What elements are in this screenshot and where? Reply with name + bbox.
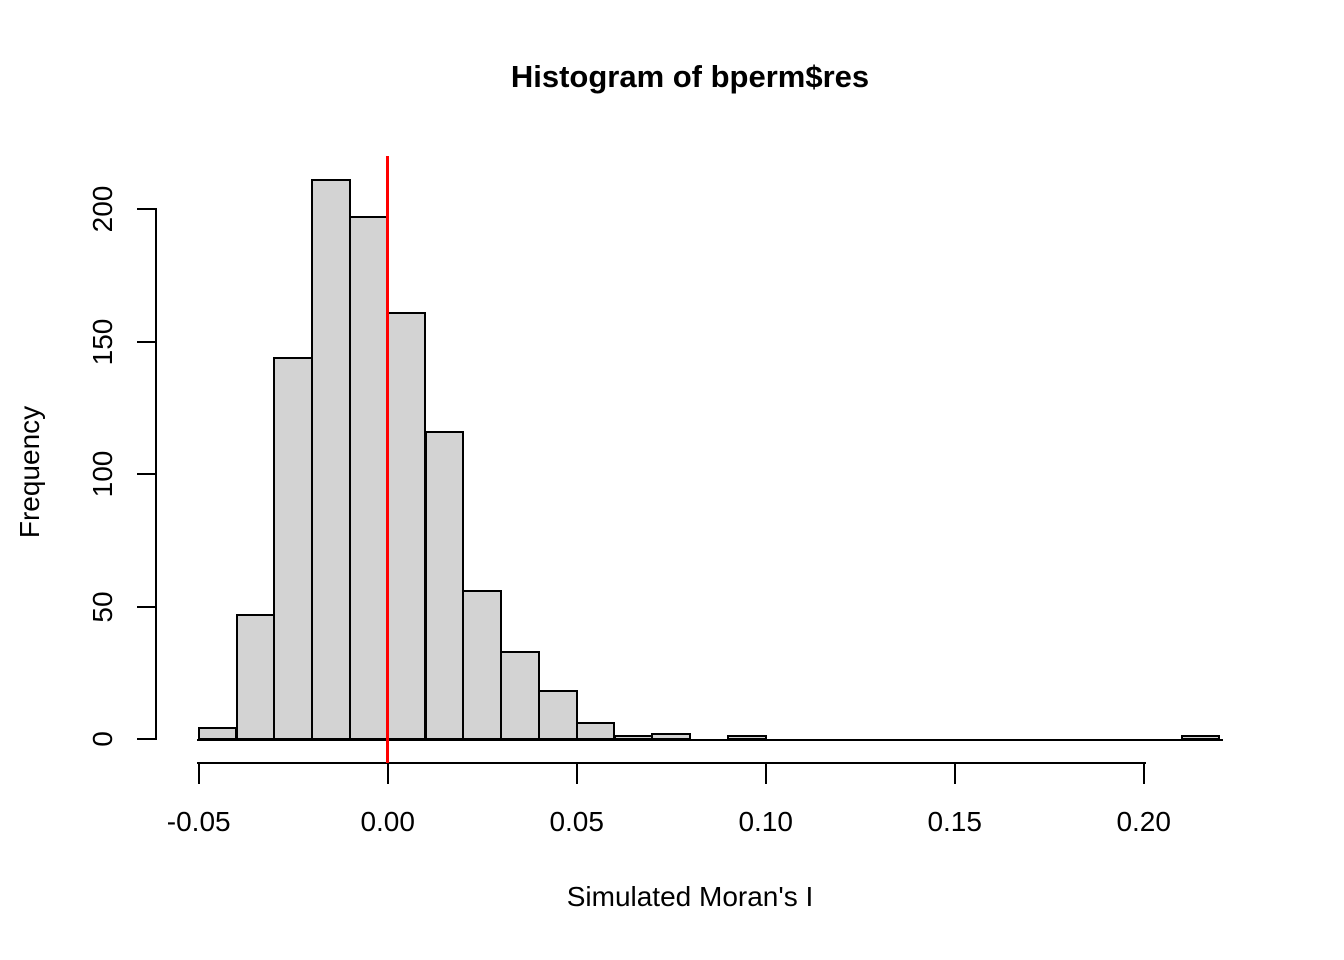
y-axis-tick-label: 100 <box>87 450 118 498</box>
x-axis-tick <box>953 764 956 784</box>
histogram-bar <box>500 650 540 740</box>
histogram-bar <box>348 216 389 740</box>
y-axis-line <box>155 208 157 740</box>
y-axis-tick <box>137 208 155 211</box>
y-axis-tick-label: 200 <box>87 186 118 233</box>
x-axis-tick-label: 0.10 <box>738 806 793 837</box>
x-axis-tick-label: 0.15 <box>927 806 982 837</box>
histogram-bar <box>311 179 351 740</box>
y-axis-tick <box>137 738 155 740</box>
y-axis-tick-label: 50 <box>87 591 118 623</box>
x-axis-label: Simulated Moran's I <box>566 881 814 912</box>
histogram-bar <box>273 356 314 740</box>
x-axis-tick-label: 0.00 <box>360 806 415 837</box>
histogram-bar <box>651 732 692 740</box>
histogram-bar <box>424 430 465 740</box>
x-axis-tick <box>386 764 389 784</box>
histogram-bar <box>386 311 427 740</box>
y-axis-tick <box>137 473 155 476</box>
y-axis-tick-label: 0 <box>87 731 118 747</box>
y-axis-tick-label: 150 <box>87 318 118 366</box>
x-axis-tick <box>197 764 200 784</box>
x-axis-tick <box>575 764 578 784</box>
histogram-bar <box>235 613 276 740</box>
chart-title: Histogram of bperm$res <box>510 59 870 94</box>
x-axis-tick-label: 0.20 <box>1116 806 1171 837</box>
x-axis-tick <box>764 764 767 784</box>
y-axis-tick <box>137 340 155 343</box>
histogram-baseline <box>197 739 1223 741</box>
x-axis-line <box>197 762 1146 764</box>
y-axis-label: Frequency <box>14 405 45 539</box>
reference-vline <box>386 156 390 763</box>
x-axis-tick <box>1142 764 1145 784</box>
histogram-bar <box>575 722 616 740</box>
histogram-bar <box>537 690 578 740</box>
y-axis-tick <box>137 605 155 608</box>
x-axis-tick-label: 0.05 <box>549 806 604 837</box>
histogram-bar <box>462 589 503 740</box>
x-axis-tick-label: -0.05 <box>166 806 231 837</box>
